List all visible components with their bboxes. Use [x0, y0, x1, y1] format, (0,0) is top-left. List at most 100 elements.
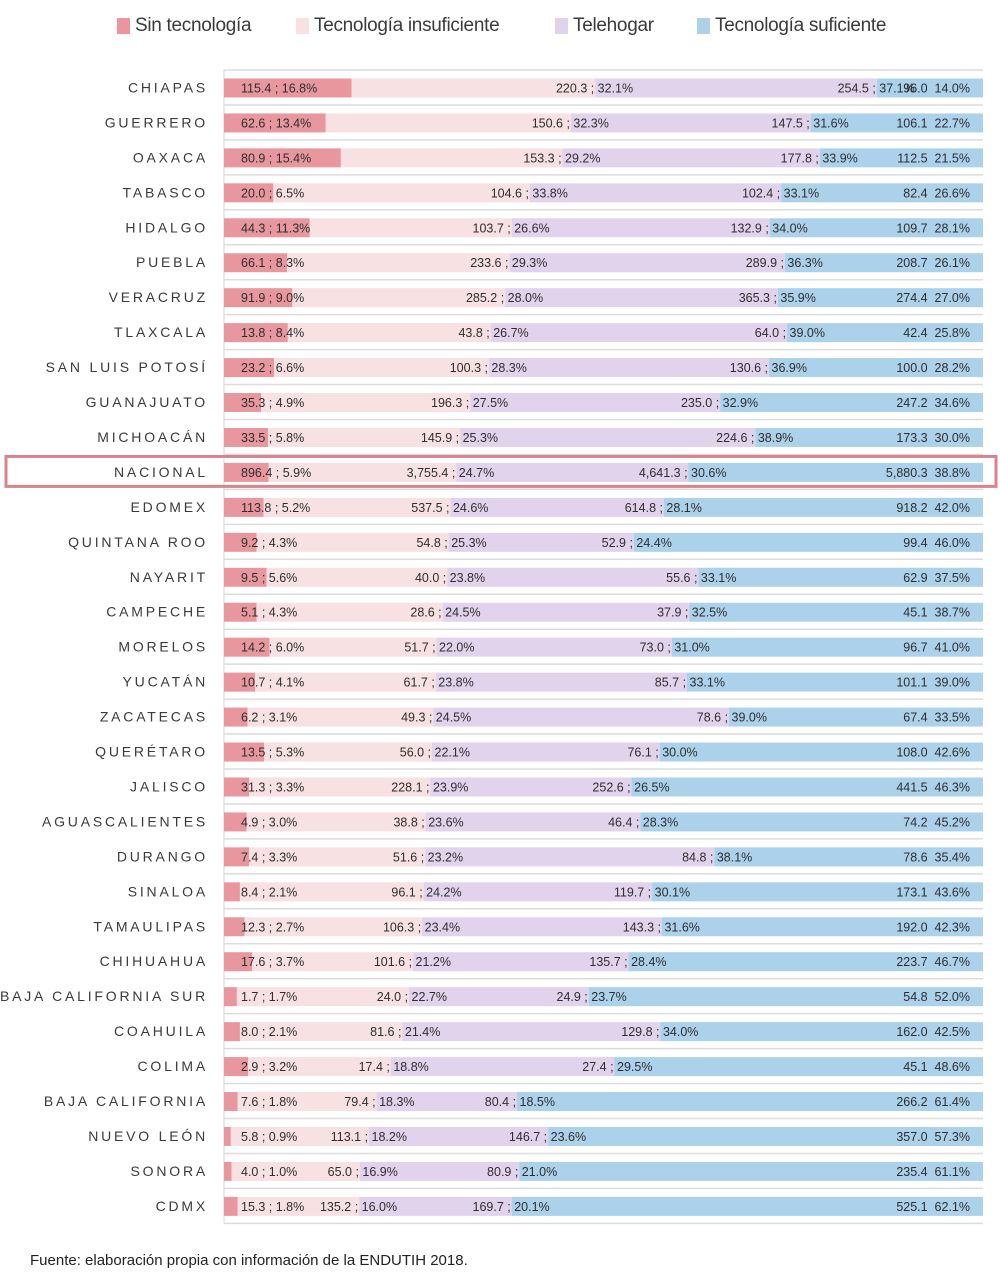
bar-segment-sin-tecnolog-a	[224, 427, 269, 447]
bar-segment-tecnolog-a-insuficiente	[249, 777, 431, 797]
bar-segment-sin-tecnolog-a	[224, 917, 245, 937]
data-label: 525.1 62.1%	[896, 1200, 970, 1214]
data-label: 254.5 ; 37.1%	[838, 81, 915, 95]
bar-segment-tecnolog-a-suficiente	[689, 602, 983, 622]
data-label: 228.1 ; 23.9%	[391, 780, 468, 794]
bar-segment-tecnolog-a-insuficiente	[261, 393, 471, 413]
bar-segment-tecnolog-a-insuficiente	[246, 812, 426, 832]
data-label: 51.6 ; 23.2%	[393, 850, 463, 864]
bar-segment-sin-tecnolog-a	[224, 1022, 240, 1042]
data-label: 15.3 ; 1.8%	[241, 1200, 304, 1214]
category-label: CAMPECHE	[106, 604, 208, 620]
bar-segment-telehogar	[359, 1161, 520, 1181]
bar-segment-sin-tecnolog-a	[224, 777, 250, 797]
data-label: 274.4 27.0%	[896, 291, 970, 305]
legend-swatch	[117, 18, 130, 34]
data-label: 162.0 42.5%	[896, 1025, 970, 1039]
data-label: 614.8 ; 28.1%	[625, 501, 702, 515]
category-label: PUEBLA	[136, 254, 208, 270]
data-label: 441.5 46.3%	[896, 780, 970, 794]
data-label: 192.0 42.3%	[896, 920, 970, 934]
data-label: 64.0 ; 39.0%	[755, 326, 825, 340]
data-label: 153.3 ; 29.2%	[523, 151, 600, 165]
bar-segment-tecnolog-a-insuficiente	[286, 253, 510, 273]
data-label: 51.7 ; 22.0%	[404, 641, 474, 655]
data-label: 223.7 46.7%	[896, 955, 970, 969]
data-label: 100.0 28.2%	[896, 361, 970, 375]
data-label: 7.4 ; 3.3%	[241, 850, 297, 864]
data-label: 80.4 ; 18.5%	[485, 1095, 555, 1109]
bar-segment-telehogar	[368, 1126, 549, 1146]
data-label: 173.3 30.0%	[896, 431, 970, 445]
bar-segment-tecnolog-a-insuficiente	[248, 1057, 391, 1077]
data-label: 106.1 22.7%	[896, 116, 970, 130]
data-label: 143.3 ; 31.6%	[623, 920, 700, 934]
bar-segment-sin-tecnolog-a	[224, 358, 275, 378]
bar-segment-tecnolog-a-insuficiente	[247, 707, 434, 727]
legend-swatch	[555, 18, 568, 34]
data-label: 235.4 61.1%	[896, 1165, 970, 1179]
category-label: GUERRERO	[105, 114, 208, 130]
bar-segment-tecnolog-a-suficiente	[755, 427, 983, 447]
bar-segment-telehogar	[402, 1022, 661, 1042]
bar-segment-telehogar	[376, 1092, 517, 1112]
bar-segment-tecnolog-a-suficiente	[511, 1196, 983, 1216]
bar-segment-telehogar	[509, 253, 785, 273]
data-label: 66.1 ; 8.3%	[241, 256, 304, 270]
category-label: QUERÉTARO	[95, 744, 208, 760]
data-label: 365.3 ; 35.9%	[739, 291, 816, 305]
bar-segment-tecnolog-a-insuficiente	[239, 882, 424, 902]
category-label: OAXACA	[133, 149, 208, 165]
data-label: 266.2 61.4%	[896, 1095, 970, 1109]
data-label: 113.1 ; 18.2%	[331, 1130, 407, 1144]
bar-segment-sin-tecnolog-a	[224, 952, 253, 972]
category-label: COLIMA	[138, 1058, 208, 1074]
data-label: 196.3 ; 27.5%	[431, 396, 508, 410]
bar-segment-tecnolog-a-insuficiente	[268, 427, 461, 447]
data-label: 96.7 41.0%	[903, 641, 970, 655]
data-label: 27.4 ; 29.5%	[582, 1060, 652, 1074]
data-label: 247.2 34.6%	[896, 396, 970, 410]
legend-label: Telehogar	[573, 15, 654, 36]
data-label: 81.6 ; 21.4%	[370, 1025, 440, 1039]
data-label: 74.2 45.2%	[903, 815, 970, 829]
bar-segment-sin-tecnolog-a	[224, 602, 257, 622]
category-label: TABASCO	[123, 184, 208, 200]
data-label: 173.1 43.6%	[896, 885, 970, 899]
data-label: 14.2 ; 6.0%	[241, 641, 304, 655]
data-label: 9.2 ; 4.3%	[241, 536, 297, 550]
data-label: 31.3 ; 3.3%	[241, 780, 304, 794]
bar-segment-tecnolog-a-insuficiente	[237, 1196, 360, 1216]
data-label: 1.7 ; 1.7%	[241, 990, 297, 1004]
data-label: 101.1 39.0%	[896, 676, 970, 690]
category-label: AGUASCALIENTES	[42, 813, 208, 829]
legend-item: Tecnología insuficiente	[296, 12, 500, 40]
bar-segment-tecnolog-a-suficiente	[686, 672, 983, 692]
data-label: 80.9 ; 21.0%	[487, 1165, 557, 1179]
bar-segment-tecnolog-a-suficiente	[688, 462, 983, 482]
category-label: NACIONAL	[114, 464, 208, 480]
bar-segment-tecnolog-a-suficiente	[640, 812, 983, 832]
data-label: 357.0 57.3%	[896, 1130, 970, 1144]
data-label: 4.9 ; 3.0%	[241, 815, 297, 829]
data-label: 54.8 52.0%	[903, 990, 970, 1004]
bar-segment-tecnolog-a-insuficiente	[255, 672, 436, 692]
data-label: 8.4 ; 2.1%	[241, 885, 297, 899]
bar-segment-telehogar	[470, 393, 721, 413]
bar-segment-tecnolog-a-suficiente	[876, 78, 983, 98]
data-label: 38.8 ; 23.6%	[393, 815, 463, 829]
bar-segment-sin-tecnolog-a	[224, 987, 237, 1007]
category-label: EDOMEX	[131, 499, 208, 515]
bar-segment-tecnolog-a-suficiente	[819, 148, 983, 168]
bar-segment-tecnolog-a-insuficiente	[237, 1092, 377, 1112]
bar-segment-sin-tecnolog-a	[224, 882, 240, 902]
stacked-bar-chart: CHIAPAS 115.4 ; 16.8% 220.3 ; 32.1% 254.5 ;…	[0, 69, 998, 1225]
bar-segment-tecnolog-a-insuficiente	[231, 1161, 360, 1181]
bar-segment-telehogar	[431, 742, 660, 762]
data-label: 43.8 ; 26.7%	[458, 326, 528, 340]
category-label: TAMAULIPAS	[93, 918, 208, 934]
bar-segment-sin-tecnolog-a	[224, 847, 250, 867]
bar-segment-tecnolog-a-insuficiente	[264, 742, 432, 762]
data-label: 62.6 ; 13.4%	[241, 116, 311, 130]
bar-segment-telehogar	[422, 917, 662, 937]
